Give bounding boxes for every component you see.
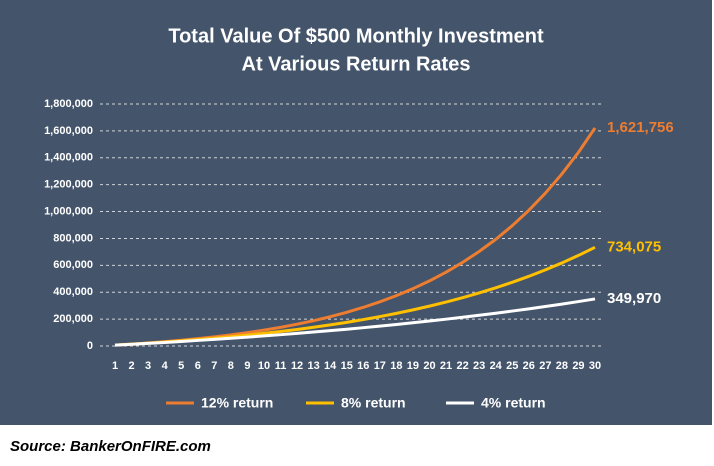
- x-tick-label: 20: [423, 360, 435, 372]
- x-tick-label: 19: [407, 360, 419, 372]
- chart-title: At Various Return Rates: [242, 53, 471, 75]
- y-tick-label: 1,400,000: [44, 152, 93, 164]
- y-tick-label: 200,000: [53, 313, 93, 325]
- x-tick-label: 7: [211, 360, 217, 372]
- source: Source: BankerOnFIRE.com: [10, 438, 211, 455]
- legend-label: 12% return: [201, 395, 273, 411]
- x-tick-label: 27: [539, 360, 551, 372]
- x-tick-label: 2: [128, 360, 134, 372]
- x-tick-label: 25: [506, 360, 518, 372]
- x-tick-label: 30: [589, 360, 601, 372]
- chart-title: Total Value Of $500 Monthly Investment: [168, 25, 544, 47]
- y-tick-label: 1,200,000: [44, 179, 93, 191]
- x-tick-label: 28: [556, 360, 568, 372]
- x-tick-label: 3: [145, 360, 151, 372]
- chart-background: [0, 0, 712, 425]
- x-tick-label: 12: [291, 360, 303, 372]
- x-tick-label: 13: [307, 360, 319, 372]
- data-label: 349,970: [607, 290, 661, 307]
- y-tick-label: 1,000,000: [44, 205, 93, 217]
- data-label: 734,075: [607, 238, 661, 255]
- x-tick-label: 4: [162, 360, 169, 372]
- x-tick-label: 6: [195, 360, 201, 372]
- legend-label: 8% return: [341, 395, 406, 411]
- x-tick-label: 21: [440, 360, 452, 372]
- x-tick-label: 14: [324, 360, 337, 372]
- series-line: [114, 297, 596, 347]
- x-tick-label: 5: [178, 360, 184, 372]
- x-tick-label: 17: [374, 360, 386, 372]
- x-tick-label: 24: [490, 360, 503, 372]
- x-tick-label: 1: [112, 360, 118, 372]
- x-tick-label: 10: [258, 360, 270, 372]
- x-tick-label: 22: [456, 360, 468, 372]
- y-tick-label: 600,000: [53, 259, 93, 271]
- x-tick-label: 15: [341, 360, 353, 372]
- x-tick-label: 29: [572, 360, 584, 372]
- data-label: 1,621,756: [607, 119, 674, 136]
- x-tick-label: 18: [390, 360, 402, 372]
- y-tick-label: 1,800,000: [44, 98, 93, 110]
- y-tick-label: 400,000: [53, 286, 93, 298]
- x-tick-label: 16: [357, 360, 369, 372]
- x-tick-label: 11: [275, 360, 287, 372]
- y-tick-label: 800,000: [53, 232, 93, 244]
- x-tick-label: 23: [473, 360, 485, 372]
- y-tick-label: 1,600,000: [44, 125, 93, 137]
- x-tick-label: 26: [523, 360, 535, 372]
- legend-label: 4% return: [481, 395, 546, 411]
- x-tick-label: 9: [244, 360, 250, 372]
- x-tick-label: 8: [228, 360, 234, 372]
- y-tick-label: 0: [87, 340, 93, 352]
